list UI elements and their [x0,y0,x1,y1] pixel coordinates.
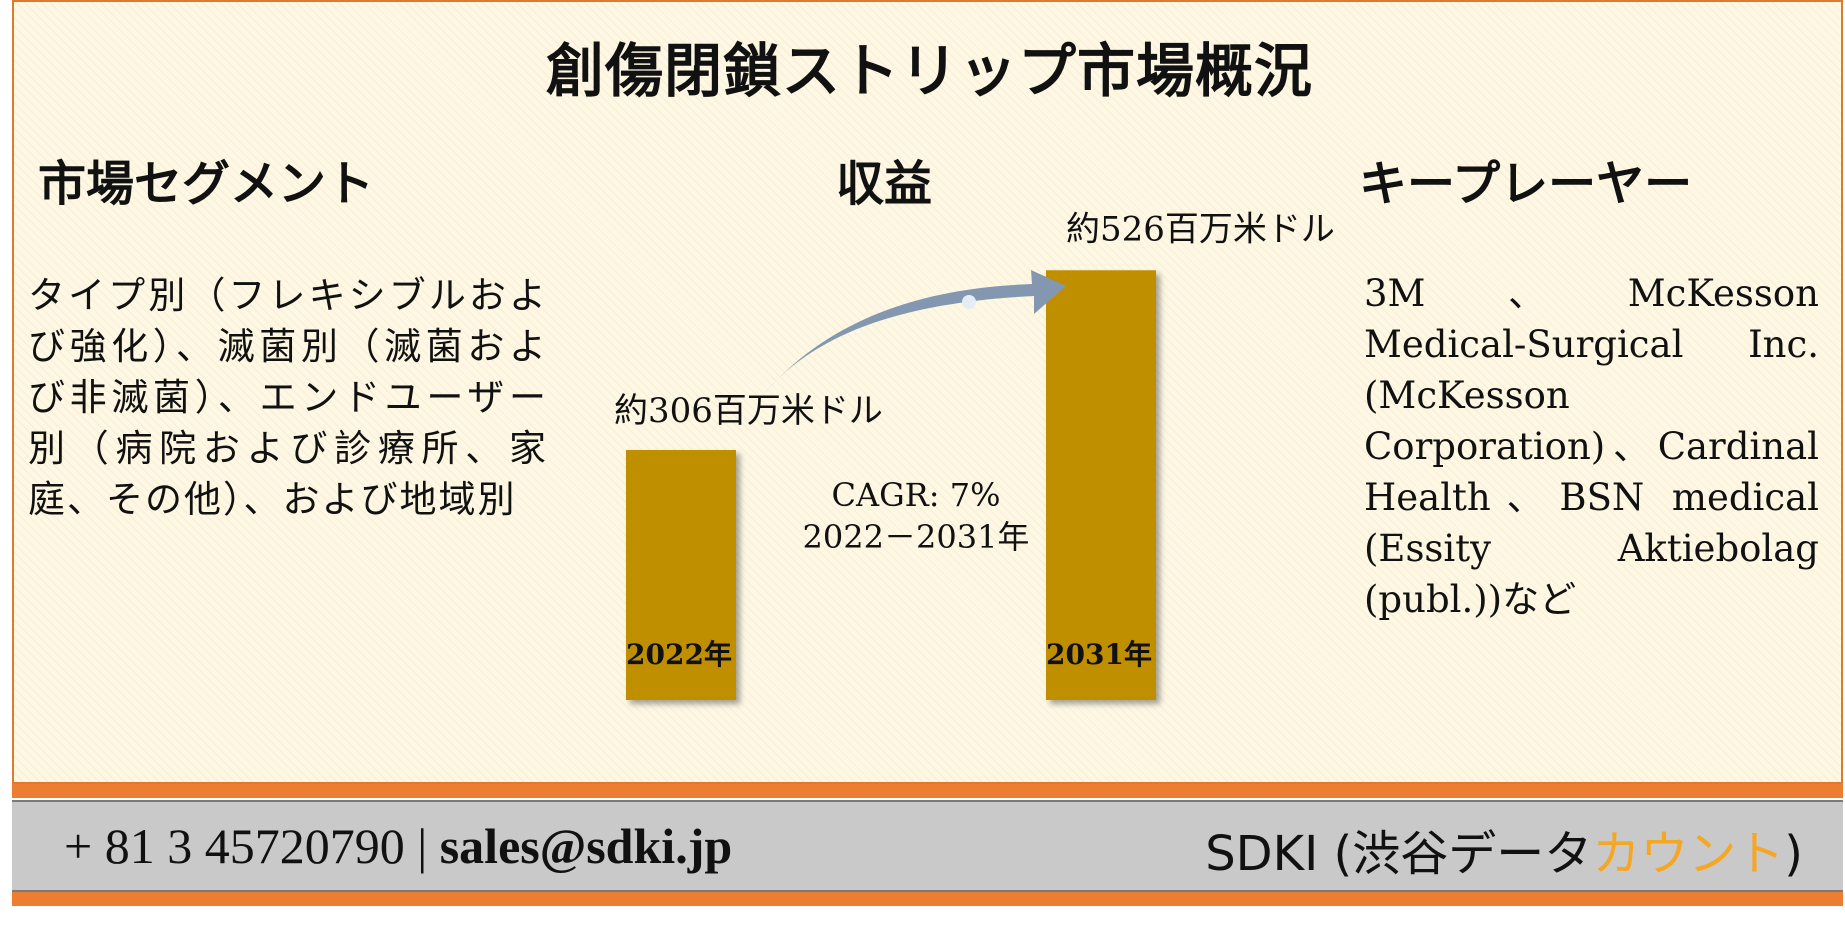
bar-0 [626,450,736,700]
growth-arrow [764,270,1066,394]
footer-accent-top [12,784,1843,798]
value-label-0: 約306百万米ドル [614,391,883,431]
brand-prefix: SDKI (渋谷データ [1205,826,1593,882]
contact-separator: | [417,818,428,874]
brand-accent: カウント [1592,826,1785,882]
brand-suffix: ) [1784,826,1803,882]
arrow-dot [962,295,976,309]
category-label-0: 2022年 [626,638,732,671]
value-label-1: 約526百万米ドル [1066,209,1335,249]
footer-accent-bottom [12,892,1843,906]
contact-info: + 81 3 45720790 | sales@sdki.jp [64,817,732,875]
segments-heading: 市場セグメント [38,156,375,212]
cagr-annotation-0: CAGR: 7% [832,476,1001,514]
revenue-heading: 収益 [836,156,933,212]
players-heading: キープレーヤー [1359,156,1693,212]
email-address: sales@sdki.jp [439,818,733,874]
cagr-annotation-1: 2022－2031年 [803,518,1030,556]
footer-bar: + 81 3 45720790 | sales@sdki.jp SDKI (渋谷… [12,800,1843,892]
overview-panel: 創傷閉鎖ストリップ市場概況 市場セグメント 収益 キープレーヤー タイプ別（フレ… [12,0,1843,784]
brand-name: SDKI (渋谷データカウント) [1205,814,1803,884]
revenue-chart: 2022年 2031年 約306百万米ドル 約526百万米ドル CAGR: 7% 2022… [614,209,1335,700]
category-label-1: 2031年 [1046,638,1152,671]
phone-number: + 81 3 45720790 [64,818,405,874]
players-text: 3M、McKesson Medical-Surgical Inc. (McKes… [1364,272,1819,621]
page-title: 創傷閉鎖ストリップ市場概況 [545,37,1313,105]
bar-1 [1046,270,1156,700]
segments-text: タイプ別（フレキシブルおよび強化）、滅菌別（滅菌および非滅菌）、エンドユーザー別… [28,274,548,521]
